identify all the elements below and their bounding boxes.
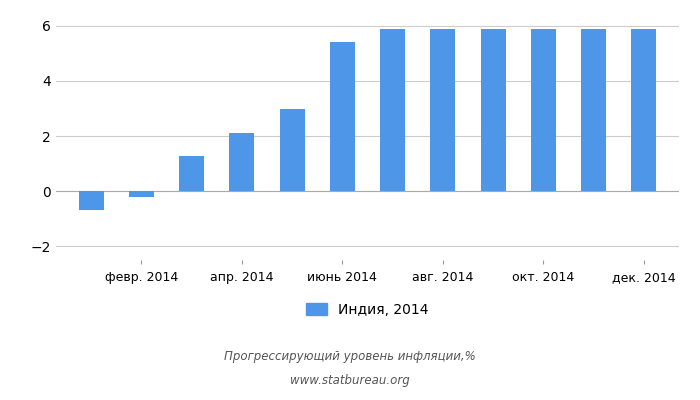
Bar xyxy=(430,28,456,191)
Bar xyxy=(581,28,606,191)
Bar xyxy=(380,29,405,191)
Bar xyxy=(330,42,355,191)
Bar xyxy=(480,29,505,191)
Text: Прогрессирующий уровень инфляции,%: Прогрессирующий уровень инфляции,% xyxy=(224,350,476,363)
Bar xyxy=(179,156,204,191)
Bar xyxy=(531,28,556,191)
Bar xyxy=(279,109,304,191)
Text: www.statbureau.org: www.statbureau.org xyxy=(290,374,410,387)
Legend: Индия, 2014: Индия, 2014 xyxy=(301,297,434,322)
Bar xyxy=(631,28,657,191)
Bar xyxy=(129,191,154,197)
Bar xyxy=(230,133,255,191)
Bar xyxy=(78,191,104,210)
